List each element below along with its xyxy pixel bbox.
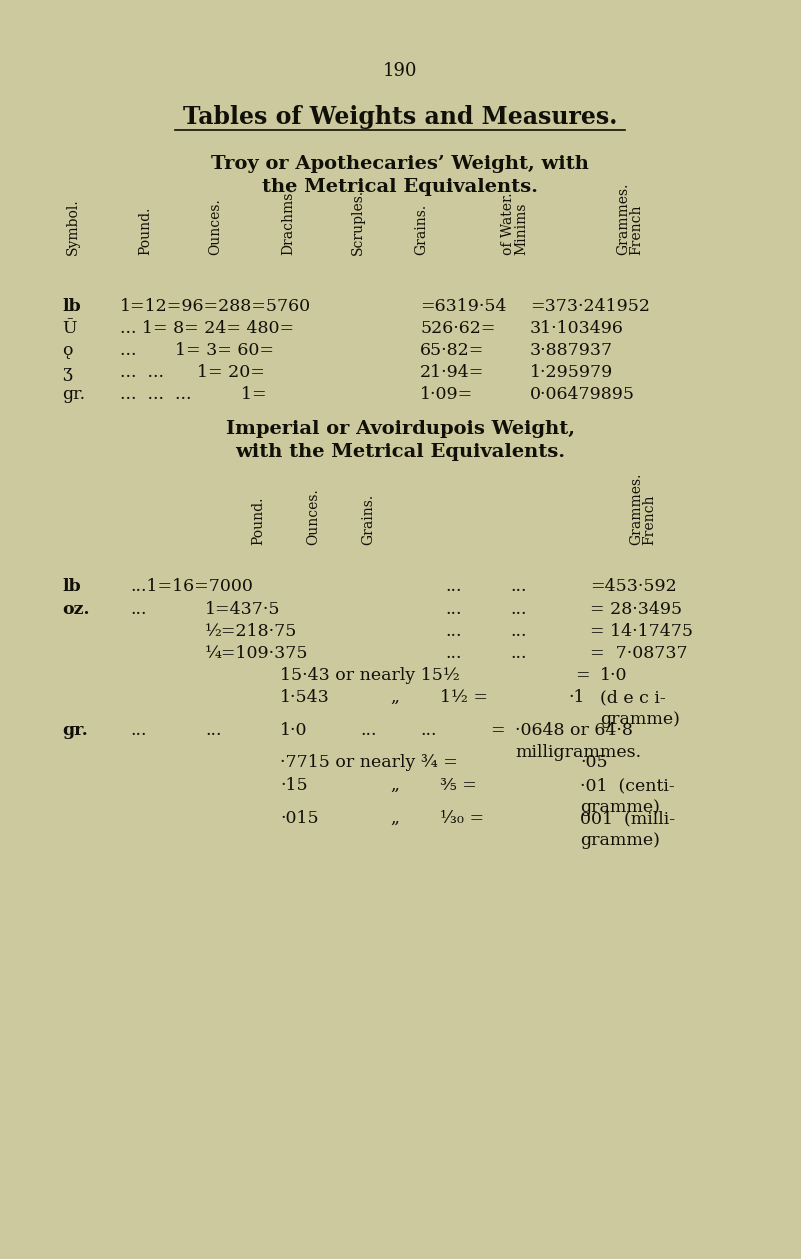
Text: 65·82=: 65·82= <box>420 342 485 359</box>
Text: gramme): gramme) <box>580 832 660 849</box>
Text: =: = <box>575 667 590 684</box>
Text: Symbol.: Symbol. <box>66 199 80 256</box>
Text: ...: ... <box>510 601 526 618</box>
Text: = 28·3495: = 28·3495 <box>590 601 682 618</box>
Text: ... 1= 8= 24= 480=: ... 1= 8= 24= 480= <box>120 320 294 337</box>
Text: =373·241952: =373·241952 <box>530 298 650 315</box>
Text: Pound.: Pound. <box>138 206 152 256</box>
Text: Troy or Apothecaries’ Weight, with: Troy or Apothecaries’ Weight, with <box>211 155 589 172</box>
Text: Grains.: Grains. <box>414 204 428 256</box>
Text: French: French <box>629 204 643 256</box>
Text: lb: lb <box>62 298 81 315</box>
Text: ·01  (centi-: ·01 (centi- <box>580 777 674 794</box>
Text: 1·543: 1·543 <box>280 689 330 706</box>
Text: = 14·17475: = 14·17475 <box>590 623 693 640</box>
Text: ½=218·75: ½=218·75 <box>205 623 297 640</box>
Text: ...: ... <box>130 721 147 739</box>
Text: 0·06479895: 0·06479895 <box>530 387 635 403</box>
Text: 1=437·5: 1=437·5 <box>205 601 280 618</box>
Text: ·05: ·05 <box>580 754 608 771</box>
Text: Grammes.: Grammes. <box>629 472 643 545</box>
Text: 001  (milli-: 001 (milli- <box>580 810 675 827</box>
Text: ·0648 or 64·8: ·0648 or 64·8 <box>515 721 633 739</box>
Text: ʒ: ʒ <box>62 364 72 381</box>
Text: the Metrical Equivalents.: the Metrical Equivalents. <box>262 178 538 196</box>
Text: Scruples.: Scruples. <box>351 189 365 256</box>
Text: ·7715 or nearly ¾ =: ·7715 or nearly ¾ = <box>280 754 458 771</box>
Text: 1=12=96=288=5760: 1=12=96=288=5760 <box>120 298 311 315</box>
Text: ⅓₀ =: ⅓₀ = <box>440 810 484 827</box>
Text: =  7·08737: = 7·08737 <box>590 645 687 662</box>
Text: Ounces.: Ounces. <box>306 488 320 545</box>
Text: ...: ... <box>445 623 461 640</box>
Text: ·015: ·015 <box>280 810 319 827</box>
Text: „: „ <box>390 689 399 706</box>
Text: Imperial or Avoirdupois Weight,: Imperial or Avoirdupois Weight, <box>226 421 574 438</box>
Text: Ounces.: Ounces. <box>208 198 222 256</box>
Text: ...: ... <box>510 578 526 596</box>
Text: ...: ... <box>445 645 461 662</box>
Text: Minims: Minims <box>514 203 528 256</box>
Text: Tables of Weights and Measures.: Tables of Weights and Measures. <box>183 104 618 128</box>
Text: oz.: oz. <box>62 601 90 618</box>
Text: ...: ... <box>445 601 461 618</box>
Text: Grains.: Grains. <box>361 494 375 545</box>
Text: (d e c i-: (d e c i- <box>600 689 666 706</box>
Text: ǫ: ǫ <box>62 342 73 359</box>
Text: gramme): gramme) <box>600 711 680 728</box>
Text: gr.: gr. <box>62 721 88 739</box>
Text: lb: lb <box>62 578 81 596</box>
Text: French: French <box>642 495 656 545</box>
Text: 1·0: 1·0 <box>600 667 627 684</box>
Text: with the Metrical Equivalents.: with the Metrical Equivalents. <box>235 443 565 461</box>
Text: 15·43 or nearly 15½: 15·43 or nearly 15½ <box>280 667 460 684</box>
Text: ...: ... <box>445 578 461 596</box>
Text: ·15: ·15 <box>280 777 308 794</box>
Text: ...: ... <box>510 623 526 640</box>
Text: 21·94=: 21·94= <box>420 364 485 381</box>
Text: ·1: ·1 <box>568 689 585 706</box>
Text: Pound.: Pound. <box>251 496 265 545</box>
Text: 1·295979: 1·295979 <box>530 364 614 381</box>
Text: gr.: gr. <box>62 387 85 403</box>
Text: 190: 190 <box>383 62 417 81</box>
Text: Ū: Ū <box>62 320 77 337</box>
Text: ...: ... <box>420 721 437 739</box>
Text: 1·09=: 1·09= <box>420 387 473 403</box>
Text: milligrammes.: milligrammes. <box>515 744 641 760</box>
Text: ...1=16=7000: ...1=16=7000 <box>130 578 253 596</box>
Text: =: = <box>490 721 505 739</box>
Text: ...  ...      1= 20=: ... ... 1= 20= <box>120 364 265 381</box>
Text: 31·103496: 31·103496 <box>530 320 624 337</box>
Text: of Water.: of Water. <box>501 193 515 256</box>
Text: „: „ <box>390 777 399 794</box>
Text: „: „ <box>390 810 399 827</box>
Text: ...       1= 3= 60=: ... 1= 3= 60= <box>120 342 274 359</box>
Text: ¼=109·375: ¼=109·375 <box>205 645 308 662</box>
Text: 1·0: 1·0 <box>280 721 308 739</box>
Text: ...: ... <box>510 645 526 662</box>
Text: Grammes.: Grammes. <box>616 183 630 256</box>
Text: ...: ... <box>205 721 222 739</box>
Text: gramme): gramme) <box>580 799 660 816</box>
Text: Drachms.: Drachms. <box>281 188 295 256</box>
Text: ...  ...  ...         1=: ... ... ... 1= <box>120 387 267 403</box>
Text: 3·887937: 3·887937 <box>530 342 613 359</box>
Text: =453·592: =453·592 <box>590 578 677 596</box>
Text: ⅗ =: ⅗ = <box>440 777 477 794</box>
Text: 1½ =: 1½ = <box>440 689 488 706</box>
Text: 526·62=: 526·62= <box>420 320 496 337</box>
Text: ...: ... <box>360 721 376 739</box>
Text: =6319·54: =6319·54 <box>420 298 506 315</box>
Text: ...: ... <box>130 601 147 618</box>
